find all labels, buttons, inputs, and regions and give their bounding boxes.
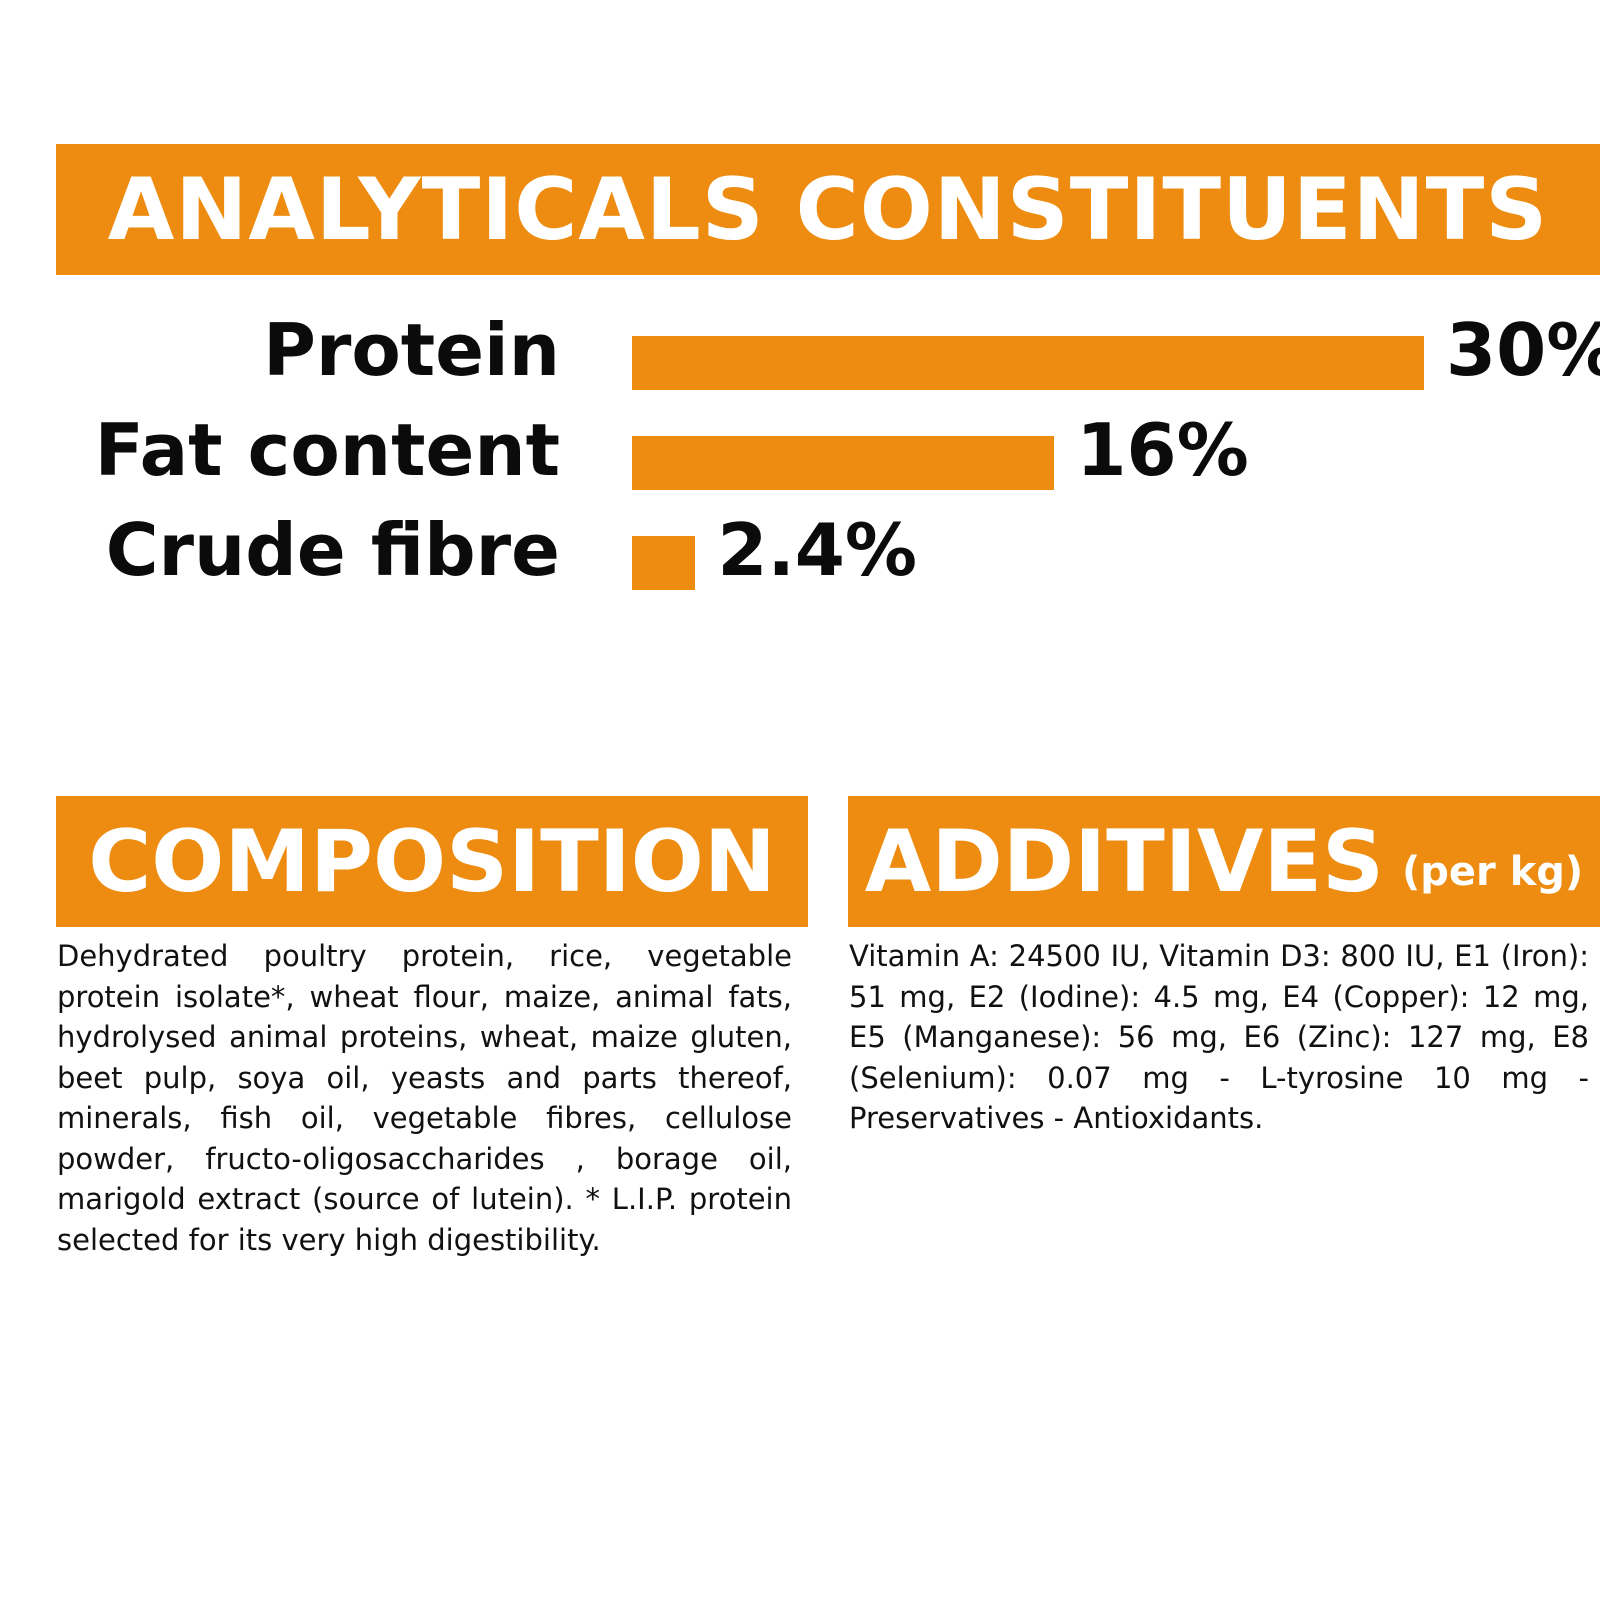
additives-title-suffix: (per kg) — [1402, 848, 1584, 895]
bar-value-label: 16% — [1076, 408, 1249, 492]
bar-row: Fat content 16% — [0, 400, 1600, 500]
bar-row: Protein 30% — [0, 300, 1600, 400]
bar — [632, 336, 1424, 390]
bar — [632, 536, 696, 590]
bar-label: Crude fibre — [105, 508, 560, 592]
bar-label: Fat content — [94, 408, 560, 492]
bar-label: Protein — [263, 308, 560, 392]
bar-value-label: 30% — [1446, 308, 1600, 392]
composition-text: Dehydrated poultry protein, rice, vegeta… — [57, 939, 792, 1257]
additives-title: ADDITIVES — [864, 811, 1384, 912]
bar-row: Crude fibre 2.4% — [0, 500, 1600, 600]
additives-text: Vitamin A: 24500 IU, Vitamin D3: 800 IU,… — [849, 939, 1589, 1135]
composition-title-banner: COMPOSITION — [56, 796, 808, 927]
constituents-bar-chart: Protein 30% Fat content 16% Crude fibre 2.4% — [0, 300, 1600, 630]
composition-title: COMPOSITION — [88, 811, 776, 912]
bar-value-label: 2.4% — [717, 508, 918, 592]
additives-title-banner: ADDITIVES (per kg) — [848, 796, 1600, 927]
analytics-title-banner: ANALYTICALS CONSTITUENTS — [56, 144, 1600, 275]
analytics-title: ANALYTICALS CONSTITUENTS — [107, 159, 1549, 260]
bar — [632, 436, 1055, 490]
